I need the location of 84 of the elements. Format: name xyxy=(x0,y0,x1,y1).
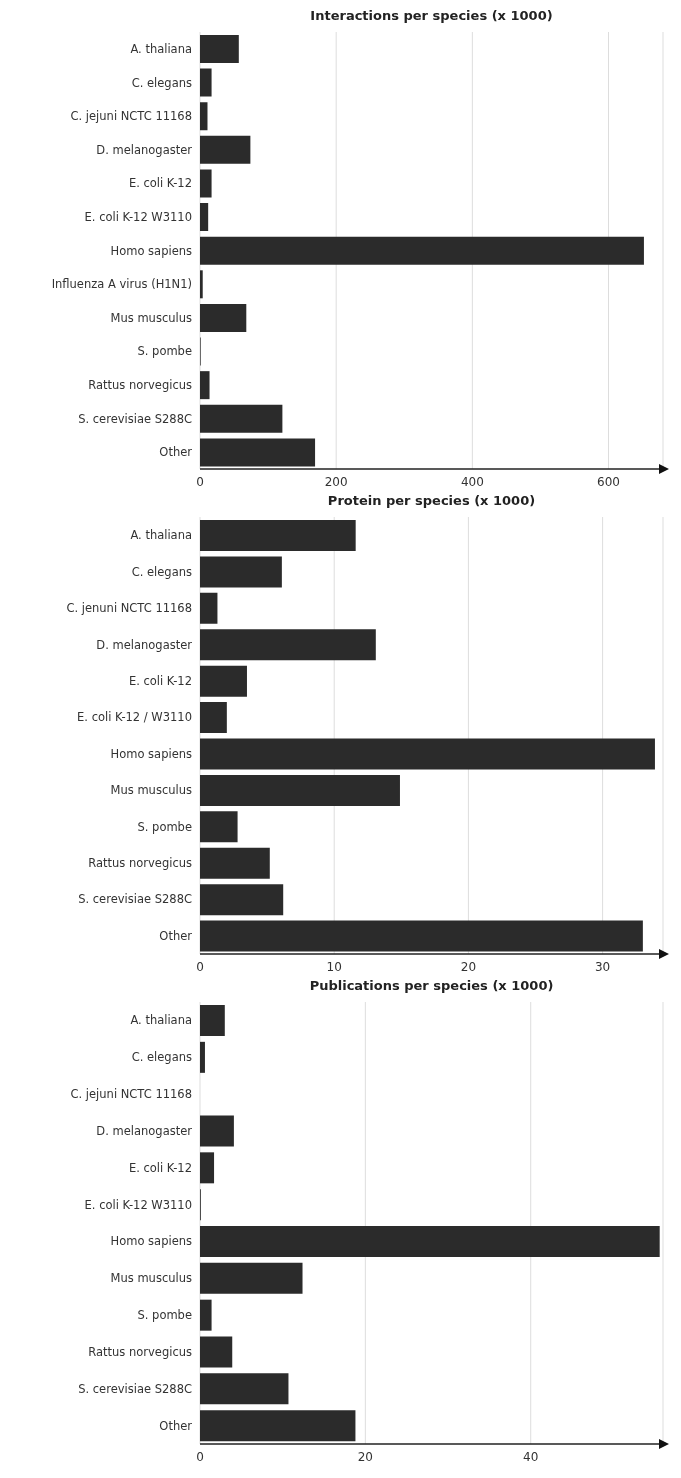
bar xyxy=(200,738,655,770)
y-tick-label: S. cerevisiae S288C xyxy=(78,1381,192,1396)
bar xyxy=(200,1336,233,1368)
bar xyxy=(200,102,208,131)
y-tick-label: C. elegans xyxy=(131,1050,192,1065)
y-tick-label: Influenza A virus (H1N1) xyxy=(51,277,192,292)
y-tick-label: Rattus norvegicus xyxy=(88,1345,192,1359)
y-tick-label: S. cerevisiae S288C xyxy=(78,892,192,907)
y-tick-label: Mus musculus xyxy=(110,783,192,798)
y-tick-label: S. pombe xyxy=(137,344,192,359)
y-tick-label: E. coli K-12 W3110 xyxy=(84,209,192,224)
chart-title: Interactions per species (x 1000) xyxy=(309,8,554,25)
bar xyxy=(200,702,227,734)
y-tick-label: C. jejuni NCTC 11168 xyxy=(70,1087,192,1102)
bar xyxy=(200,1005,225,1036)
chart-title: Protein per species (x 1000) xyxy=(326,493,537,510)
x-tick-label: 30 xyxy=(594,959,611,974)
y-tick-label: Rattus norvegicus xyxy=(88,378,192,393)
y-tick-label: Rattus norvegicus xyxy=(88,856,192,871)
y-tick-label: D. melanogaster xyxy=(96,1124,193,1138)
y-tick-label: C. jenuni NCTC 11168 xyxy=(66,601,192,616)
y-tick-label: C. jejuni NCTC 11168 xyxy=(70,109,192,124)
y-tick-label: D. melanogaster xyxy=(96,637,193,652)
y-tick-label: E. coli K-12 / W3110 xyxy=(77,710,192,725)
y-tick-label: E. coli K-12 xyxy=(128,176,192,191)
y-tick-label: Homo sapiens xyxy=(110,1234,193,1249)
bar xyxy=(200,847,270,879)
bar xyxy=(200,270,203,299)
x-tick-label: 0 xyxy=(196,959,204,974)
bar xyxy=(200,1299,212,1331)
bar xyxy=(200,774,400,806)
y-tick-label: Homo sapiens xyxy=(110,746,193,761)
bar xyxy=(200,35,239,63)
x-tick-label: 20 xyxy=(357,1449,373,1464)
bar xyxy=(200,1262,303,1294)
y-tick-label: Homo sapiens xyxy=(110,243,193,258)
x-tick-label: 20 xyxy=(460,959,477,974)
y-tick-label: Other xyxy=(159,1418,193,1433)
bar xyxy=(200,404,283,433)
bar xyxy=(200,236,644,265)
bar xyxy=(200,884,284,916)
bar xyxy=(200,1041,205,1073)
y-tick-label: E. coli K-12 xyxy=(128,673,192,688)
bar xyxy=(200,556,282,588)
y-tick-label: C. elegans xyxy=(131,564,192,579)
x-tick-label: 200 xyxy=(324,474,348,489)
y-tick-label: Mus musculus xyxy=(110,310,192,325)
y-tick-label: E. coli K-12 W3110 xyxy=(84,1197,192,1212)
bar xyxy=(200,1410,356,1442)
y-tick-label: A. thaliana xyxy=(130,528,192,543)
bar xyxy=(200,438,316,467)
bar xyxy=(200,811,238,843)
bar xyxy=(200,135,251,164)
y-tick-label: S. cerevisiae S288C xyxy=(78,411,192,426)
bar xyxy=(200,629,376,661)
bar xyxy=(200,303,247,332)
y-tick-label: Other xyxy=(159,928,193,943)
x-tick-label: 0 xyxy=(196,474,204,489)
x-tick-label: 400 xyxy=(460,474,484,489)
y-tick-label: A. thaliana xyxy=(130,41,192,56)
bar xyxy=(200,1226,660,1257)
y-tick-label: A. thaliana xyxy=(130,1013,192,1028)
chart-title: Publications per species (x 1000) xyxy=(308,978,555,995)
x-tick-label: 600 xyxy=(597,474,620,489)
bar xyxy=(200,1373,289,1405)
x-tick-label: 0 xyxy=(196,1449,204,1464)
x-tick-label: 10 xyxy=(326,959,342,974)
x-tick-label: 40 xyxy=(523,1449,539,1464)
bar xyxy=(200,1115,234,1147)
bar xyxy=(200,371,210,400)
bar xyxy=(200,68,212,97)
y-tick-label: Other xyxy=(159,445,193,460)
bar xyxy=(200,520,356,551)
y-tick-label: S. pombe xyxy=(137,819,192,834)
bar xyxy=(200,203,209,232)
y-tick-label: E. coli K-12 xyxy=(128,1160,192,1175)
bar xyxy=(200,592,218,624)
bar xyxy=(200,665,247,697)
y-tick-label: S. pombe xyxy=(137,1308,192,1323)
bar xyxy=(200,169,212,198)
y-tick-label: Mus musculus xyxy=(110,1271,192,1286)
y-tick-label: C. elegans xyxy=(131,75,192,90)
bar xyxy=(200,1152,215,1184)
y-tick-label: D. melanogaster xyxy=(96,142,193,157)
